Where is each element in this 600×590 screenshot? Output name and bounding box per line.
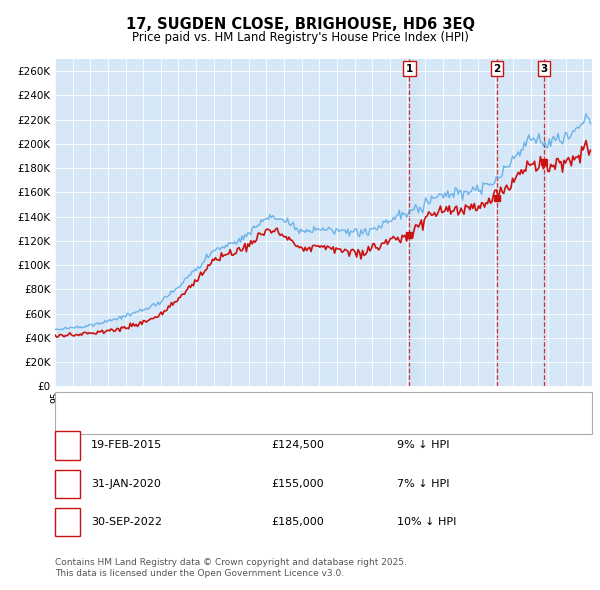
Text: 17, SUGDEN CLOSE, BRIGHOUSE, HD6 3EQ (semi-detached house): 17, SUGDEN CLOSE, BRIGHOUSE, HD6 3EQ (se… [97,399,445,409]
Text: 19-FEB-2015: 19-FEB-2015 [91,441,163,450]
Text: 10% ↓ HPI: 10% ↓ HPI [397,517,457,527]
Text: 3: 3 [64,516,72,529]
Text: 30-SEP-2022: 30-SEP-2022 [91,517,162,527]
Text: Contains HM Land Registry data © Crown copyright and database right 2025.
This d: Contains HM Land Registry data © Crown c… [55,558,407,578]
Text: 1: 1 [406,64,413,74]
Text: ——: —— [67,417,92,430]
Text: 31-JAN-2020: 31-JAN-2020 [91,479,161,489]
Text: 7% ↓ HPI: 7% ↓ HPI [397,479,450,489]
Text: Price paid vs. HM Land Registry's House Price Index (HPI): Price paid vs. HM Land Registry's House … [131,31,469,44]
Text: 17, SUGDEN CLOSE, BRIGHOUSE, HD6 3EQ: 17, SUGDEN CLOSE, BRIGHOUSE, HD6 3EQ [125,17,475,31]
Text: 9% ↓ HPI: 9% ↓ HPI [397,441,450,450]
Text: HPI: Average price, semi-detached house, Calderdale: HPI: Average price, semi-detached house,… [97,418,375,428]
Text: £124,500: £124,500 [271,441,324,450]
Text: £155,000: £155,000 [271,479,324,489]
Text: ——: —— [67,398,92,411]
Text: £185,000: £185,000 [271,517,324,527]
Bar [409,59,418,386]
Text: 1: 1 [64,439,72,452]
Text: 2: 2 [64,477,72,490]
Text: 2: 2 [493,64,500,74]
Text: 3: 3 [540,64,547,74]
